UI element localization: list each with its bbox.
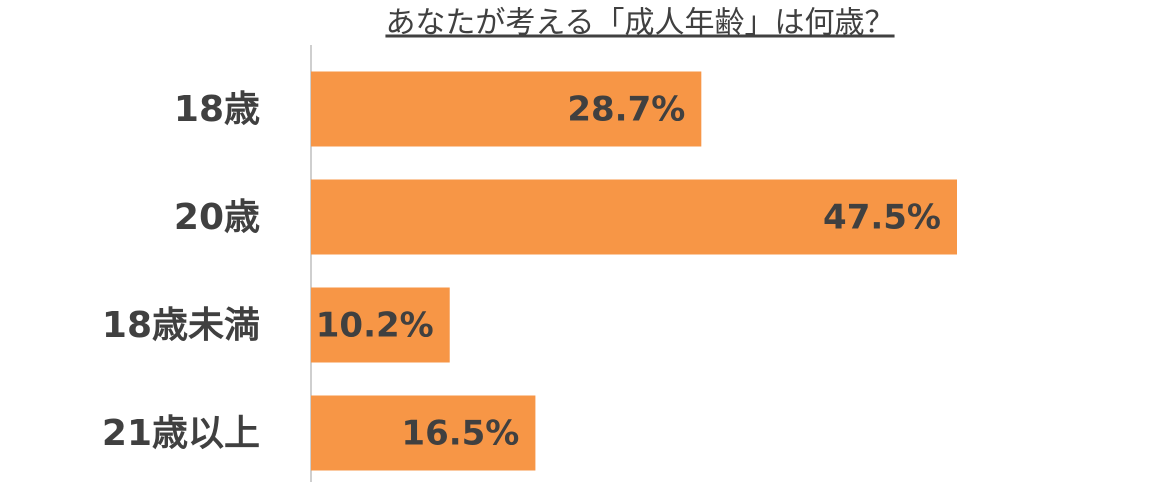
chart-title: あなたが考える「成人年齢」は何歳？ bbox=[385, 6, 894, 41]
y-tick-label: 21歳以上 bbox=[102, 413, 260, 454]
data-label: 28.7% bbox=[567, 90, 685, 130]
bar bbox=[311, 71, 702, 147]
y-tick-label: 18歳未満 bbox=[102, 305, 260, 346]
data-label: 16.5% bbox=[401, 414, 519, 454]
data-label: 47.5% bbox=[823, 198, 941, 238]
bar bbox=[311, 179, 957, 255]
data-label: 10.2% bbox=[316, 306, 434, 346]
bar bbox=[311, 395, 536, 471]
bar bbox=[311, 287, 450, 363]
y-tick-label: 20歳 bbox=[174, 197, 260, 238]
y-tick-label: 18歳 bbox=[174, 89, 260, 130]
